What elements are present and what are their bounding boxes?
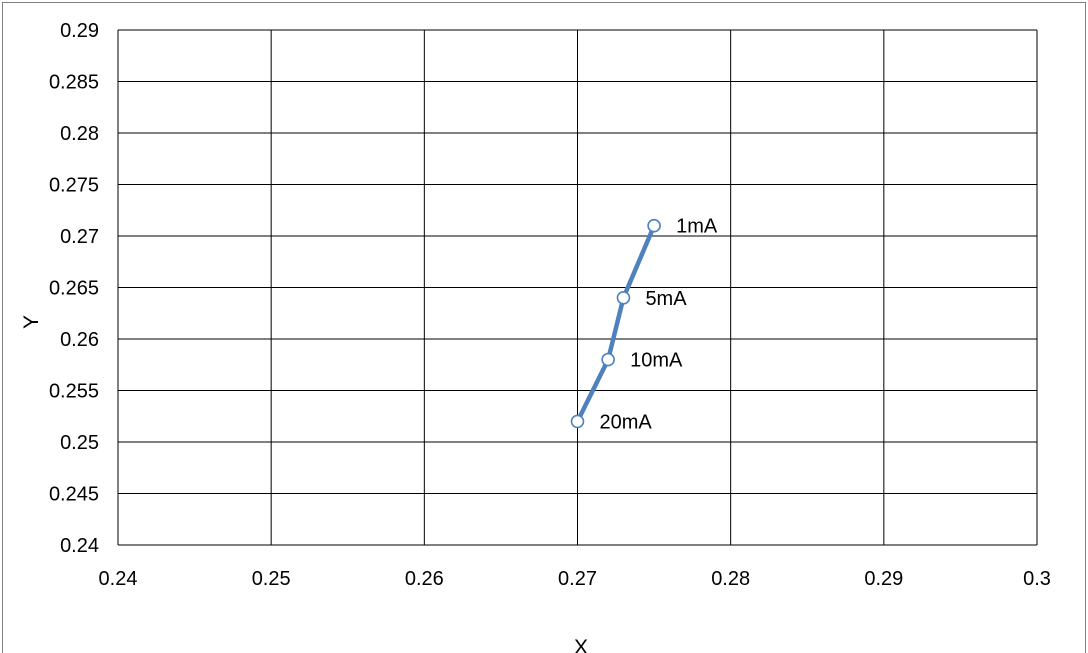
data-point [570, 414, 585, 429]
y-tick-label: 0.27 [60, 226, 99, 248]
x-axis-title: X [574, 636, 588, 653]
x-tick-label: 0.25 [252, 568, 291, 590]
y-tick-label: 0.24 [60, 535, 99, 557]
y-tick-label: 0.255 [49, 381, 99, 403]
y-tick-label: 0.26 [60, 329, 99, 351]
data-labels: 1mA 5mA 10mA 20mA [600, 216, 718, 434]
x-tick-label: 0.26 [405, 568, 444, 590]
series-line [575, 224, 657, 423]
data-label: 10mA [630, 350, 683, 372]
x-tick-label: 0.29 [864, 568, 903, 590]
data-point [647, 218, 661, 233]
data-label: 1mA [676, 216, 718, 238]
x-tick-label: 0.24 [99, 568, 138, 590]
y-tick-label: 0.28 [60, 123, 99, 145]
series-group [575, 224, 657, 423]
data-point [601, 352, 615, 367]
x-tick-label: 0.27 [558, 568, 597, 590]
y-tick-label: 0.285 [49, 72, 99, 94]
data-label: 5mA [645, 288, 687, 310]
x-tick-labels: 0.24 0.25 0.26 0.27 0.28 0.29 0.3 [99, 568, 1051, 590]
data-point [616, 290, 631, 305]
data-label: 20mA [600, 411, 653, 433]
y-tick-label: 0.29 [60, 20, 99, 42]
x-tick-label: 0.3 [1023, 568, 1051, 590]
x-tick-label: 0.28 [711, 568, 750, 590]
y-tick-labels: 0.24 0.245 0.25 0.255 0.26 0.265 0.27 0.275 0.28… [49, 20, 99, 557]
y-tick-label: 0.265 [49, 278, 99, 300]
y-tick-label: 0.25 [60, 432, 99, 454]
y-axis-title: Y [20, 315, 43, 329]
points-group [570, 218, 661, 429]
grid-lines [117, 29, 1038, 546]
y-tick-label: 0.245 [49, 484, 99, 506]
y-tick-label: 0.275 [49, 175, 99, 197]
